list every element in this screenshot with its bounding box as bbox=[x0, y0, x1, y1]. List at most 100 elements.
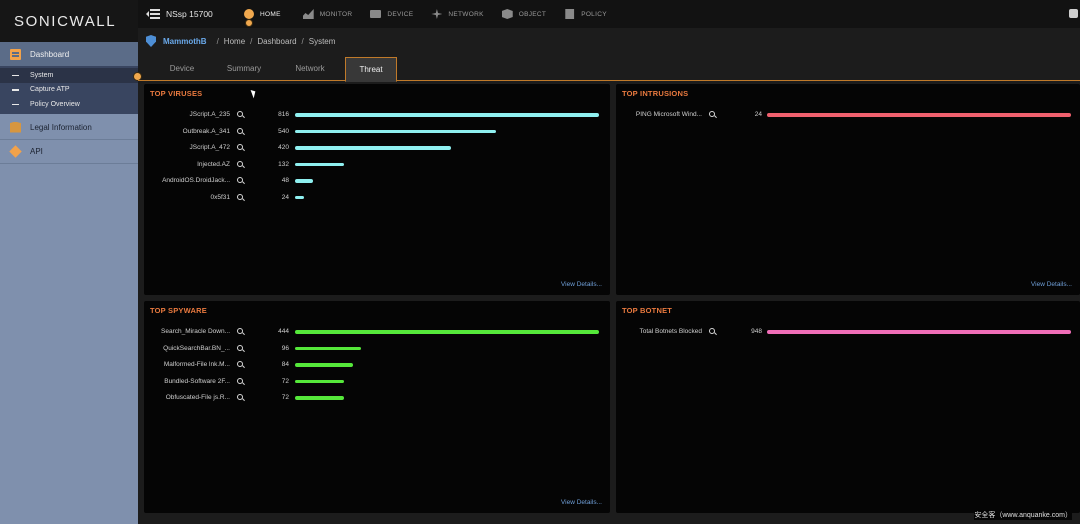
sidebar-item-label: Capture ATP bbox=[30, 86, 70, 94]
view-details-link[interactable]: View Details... bbox=[560, 281, 602, 288]
nav-network[interactable]: NETWORK bbox=[431, 9, 483, 19]
panel-title: TOP BOTNET bbox=[622, 306, 673, 315]
bar-row: QuickSearchBar.BN_... 96 bbox=[144, 343, 610, 355]
value-bar bbox=[767, 113, 1071, 117]
tab-summary[interactable]: Summary bbox=[226, 64, 262, 73]
sidebar-item-api[interactable]: API bbox=[0, 140, 138, 164]
nav-label: POLICY bbox=[581, 10, 607, 18]
row-value: 72 bbox=[281, 394, 289, 401]
dash-icon bbox=[12, 103, 19, 105]
row-label: Outbreak.A_341 bbox=[182, 127, 230, 135]
value-bar bbox=[295, 179, 313, 183]
row-value: 540 bbox=[278, 127, 289, 135]
row-label: Total Botnets Blocked bbox=[639, 328, 702, 335]
magnifier-icon[interactable] bbox=[237, 144, 244, 151]
nav-label: DEVICE bbox=[387, 10, 414, 18]
row-value: 948 bbox=[751, 328, 762, 335]
magnifier-icon[interactable] bbox=[237, 344, 244, 352]
top-viruses-panel: TOP VIRUSES JScript.A_235 816 Outbreak.A_3… bbox=[144, 84, 610, 295]
breadcrumb-device[interactable]: MammothB bbox=[163, 36, 207, 46]
magnifier-icon[interactable] bbox=[237, 177, 244, 184]
value-bar bbox=[295, 129, 497, 133]
nav-monitor[interactable]: MONITOR bbox=[302, 9, 353, 19]
breadcrumb-home[interactable]: Home bbox=[223, 36, 246, 46]
sidebar-item-label: Policy Overview bbox=[30, 100, 80, 108]
magnifier-icon[interactable] bbox=[709, 111, 716, 118]
nav-device[interactable]: DEVICE bbox=[370, 10, 413, 18]
object-icon bbox=[501, 9, 513, 19]
bar-row: Injected.AZ 132 bbox=[144, 159, 610, 171]
tab-network[interactable]: Network bbox=[295, 64, 325, 73]
nav-object[interactable]: OBJECT bbox=[501, 9, 547, 19]
watermark-text: 安全客（www.anquanke.com） bbox=[974, 510, 1072, 520]
dashboard-submenu: System Capture ATP Policy Overview bbox=[0, 66, 142, 114]
monitor-chart-icon bbox=[302, 9, 314, 19]
nav-label: HOME bbox=[260, 10, 281, 18]
view-details-link[interactable]: View Details... bbox=[560, 499, 602, 506]
policy-icon bbox=[565, 9, 575, 19]
settings-gear-icon[interactable] bbox=[1069, 9, 1078, 18]
sidebar: SONICWALL Dashboard System Capture ATP P… bbox=[0, 0, 142, 524]
value-bar bbox=[295, 162, 345, 166]
tab-threat[interactable]: Threat bbox=[345, 57, 397, 82]
top-spyware-panel: TOP SPYWARE Search_Miracle Down... 444 Qui… bbox=[144, 301, 610, 513]
magnifier-icon[interactable] bbox=[237, 193, 244, 201]
collapse-menu-icon[interactable] bbox=[146, 9, 160, 19]
breadcrumb: MammothB / Home / Dashboard / System bbox=[138, 28, 1080, 54]
panel-title: TOP VIRUSES bbox=[150, 89, 203, 98]
dash-icon bbox=[12, 89, 19, 91]
bar-row: JScript.A_472 420 bbox=[144, 142, 610, 154]
sidebar-item-legal-information[interactable]: Legal Information bbox=[0, 116, 138, 140]
row-label: 0x5f31 bbox=[210, 193, 230, 201]
magnifier-icon[interactable] bbox=[237, 377, 244, 385]
magnifier-icon[interactable] bbox=[709, 328, 716, 335]
panel-title: TOP SPYWARE bbox=[150, 306, 207, 315]
row-value: 816 bbox=[278, 111, 289, 118]
magnifier-icon[interactable] bbox=[237, 328, 244, 335]
bar-row: Total Botnets Blocked 948 bbox=[616, 326, 1080, 338]
magnifier-icon[interactable] bbox=[237, 127, 244, 135]
row-label: Malformed-File lnk.M... bbox=[163, 361, 230, 368]
sidebar-item-policy-overview[interactable]: Policy Overview bbox=[0, 97, 138, 112]
magnifier-icon[interactable] bbox=[237, 111, 244, 118]
magnifier-icon[interactable] bbox=[237, 160, 244, 168]
device-name: NSsp 15700 bbox=[166, 9, 213, 19]
bar-row: JScript.A_235 816 bbox=[144, 109, 610, 121]
legal-icon bbox=[10, 121, 21, 133]
row-value: 132 bbox=[278, 160, 289, 168]
magnifier-icon[interactable] bbox=[237, 361, 244, 368]
row-label: Injected.AZ bbox=[197, 160, 230, 168]
value-bar bbox=[295, 330, 599, 334]
nav-label: MONITOR bbox=[319, 10, 353, 18]
row-label: Bundled-Software 2F... bbox=[164, 377, 230, 385]
panel-title: TOP INTRUSIONS bbox=[622, 89, 689, 98]
tab-device[interactable]: Device bbox=[169, 64, 195, 73]
row-label: JScript.A_235 bbox=[189, 111, 230, 118]
top-navigation-bar: NSsp 15700 HOME MONITOR DEVICE NETWORK O… bbox=[138, 0, 1080, 28]
magnifier-icon[interactable] bbox=[237, 394, 244, 401]
nav-label: OBJECT bbox=[518, 10, 547, 18]
dash-icon bbox=[12, 74, 19, 76]
bar-row: AndroidOS.DroidJack... 48 bbox=[144, 175, 610, 187]
value-bar bbox=[295, 346, 361, 350]
sidebar-item-capture-atp[interactable]: Capture ATP bbox=[0, 83, 138, 98]
top-botnet-panel: TOP BOTNET Total Botnets Blocked 948 bbox=[616, 301, 1080, 513]
value-bar bbox=[295, 113, 599, 117]
row-value: 48 bbox=[281, 177, 289, 184]
value-bar bbox=[295, 363, 353, 367]
value-bar bbox=[295, 195, 304, 199]
view-details-link[interactable]: View Details... bbox=[1030, 281, 1072, 288]
row-label: JScript.A_472 bbox=[189, 144, 230, 151]
sidebar-item-system[interactable]: System bbox=[0, 68, 142, 83]
dashboard-icon bbox=[10, 48, 21, 60]
breadcrumb-dashboard[interactable]: Dashboard bbox=[257, 36, 297, 46]
top-intrusions-panel: TOP INTRUSIONS PING Microsoft Wind... 24 … bbox=[616, 84, 1080, 295]
sidebar-item-label: API bbox=[30, 146, 43, 156]
value-bar bbox=[295, 146, 452, 150]
bar-row: 0x5f31 24 bbox=[144, 192, 610, 204]
sidebar-item-dashboard[interactable]: Dashboard bbox=[0, 42, 138, 66]
row-value: 420 bbox=[278, 144, 289, 151]
bar-row: PING Microsoft Wind... 24 bbox=[616, 109, 1080, 121]
nav-policy[interactable]: POLICY bbox=[564, 9, 607, 19]
nav-home[interactable]: HOME bbox=[244, 9, 281, 27]
